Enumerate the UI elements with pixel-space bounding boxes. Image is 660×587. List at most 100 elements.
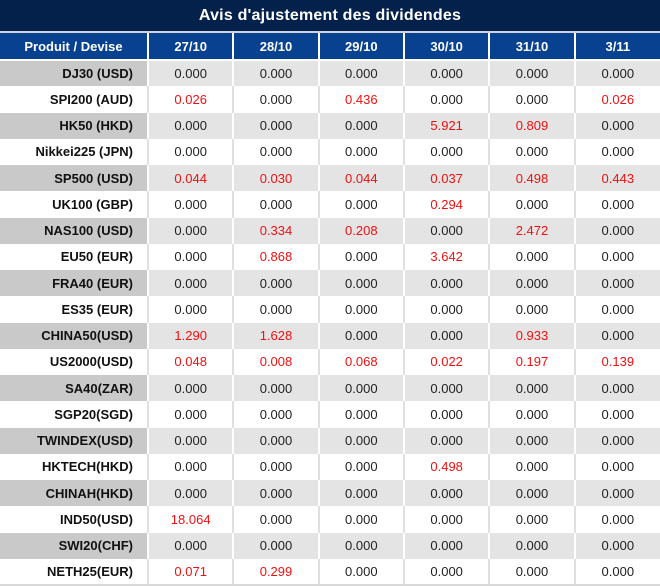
table-row: IND50(USD) 18.064 0.000 0.000 0.000 0.000 0.00… (0, 506, 660, 533)
table-row: US2000(USD) 0.048 0.008 0.068 0.022 0.197 0.13… (0, 348, 660, 375)
value-cell: 0.000 (489, 138, 576, 165)
value-cell: 0.022 (403, 348, 491, 375)
value-cell: 0.000 (403, 270, 491, 297)
value-cell: 0.000 (148, 138, 235, 165)
value-cell: 0.809 (489, 112, 576, 139)
value-cell: 0.008 (233, 348, 320, 375)
product-cell: TWINDEX(USD) (0, 427, 149, 454)
table-row: SP500 (USD) 0.044 0.030 0.044 0.037 0.498 0.44… (0, 165, 660, 192)
header-date-30-10: 30/10 (403, 33, 491, 61)
product-cell: UK100 (GBP) (0, 191, 149, 218)
value-cell: 0.000 (233, 427, 320, 454)
table-row: ES35 (EUR) 0.000 0.000 0.000 0.000 0.000 0.000 (0, 296, 660, 323)
value-cell: 0.000 (233, 480, 320, 507)
product-cell: SPI200 (AUD) (0, 86, 149, 113)
header-product-devise: Produit / Devise (0, 33, 149, 61)
value-cell: 0.000 (318, 270, 405, 297)
value-cell: 0.000 (148, 453, 235, 480)
value-cell: 0.000 (489, 401, 576, 428)
product-cell: CHINAH(HKD) (0, 480, 149, 507)
value-cell: 0.000 (148, 191, 235, 218)
value-cell: 0.000 (233, 506, 320, 533)
value-cell: 0.000 (574, 243, 660, 270)
product-cell: FRA40 (EUR) (0, 270, 149, 297)
value-cell: 0.000 (318, 138, 405, 165)
value-cell: 0.498 (403, 453, 491, 480)
value-cell: 0.000 (574, 191, 660, 218)
value-cell: 0.000 (148, 375, 235, 402)
table-row: NETH25(EUR) 0.071 0.299 0.000 0.000 0.000 0.00… (0, 558, 660, 587)
value-cell: 0.000 (403, 60, 491, 87)
value-cell: 5.921 (403, 112, 491, 139)
value-cell: 0.498 (489, 165, 576, 192)
value-cell: 0.000 (574, 217, 660, 244)
value-cell: 0.000 (403, 427, 491, 454)
value-cell: 1.290 (148, 322, 235, 349)
value-cell: 0.000 (148, 60, 235, 87)
product-cell: ES35 (EUR) (0, 296, 149, 323)
value-cell: 0.197 (489, 348, 576, 375)
value-cell: 0.000 (318, 453, 405, 480)
value-cell: 0.294 (403, 191, 491, 218)
value-cell: 0.000 (403, 217, 491, 244)
value-cell: 0.000 (233, 60, 320, 87)
value-cell: 3.642 (403, 243, 491, 270)
product-cell: NAS100 (USD) (0, 217, 149, 244)
value-cell: 1.628 (233, 322, 320, 349)
product-cell: SP500 (USD) (0, 165, 149, 192)
value-cell: 0.000 (318, 243, 405, 270)
value-cell: 0.000 (148, 112, 235, 139)
product-cell: DJ30 (USD) (0, 60, 149, 87)
value-cell: 0.026 (148, 86, 235, 113)
table-row: SWI20(CHF) 0.000 0.000 0.000 0.000 0.000 0.000 (0, 532, 660, 559)
value-cell: 0.000 (148, 217, 235, 244)
value-cell: 0.000 (489, 375, 576, 402)
header-date-31-10: 31/10 (489, 33, 576, 61)
value-cell: 0.000 (489, 296, 576, 323)
value-cell: 0.000 (489, 243, 576, 270)
dividend-table: Produit / Devise 27/10 28/10 29/10 30/10 31/1… (0, 33, 660, 587)
product-cell: EU50 (EUR) (0, 243, 149, 270)
product-cell: SA40(ZAR) (0, 375, 149, 402)
value-cell: 0.068 (318, 348, 405, 375)
value-cell: 0.000 (318, 558, 405, 587)
table-body: DJ30 (USD) 0.000 0.000 0.000 0.000 0.000 0.000… (0, 60, 660, 587)
value-cell: 0.000 (403, 375, 491, 402)
value-cell: 0.000 (148, 427, 235, 454)
table-row: NAS100 (USD) 0.000 0.334 0.208 0.000 2.472 0.0… (0, 217, 660, 244)
header-date-3-11: 3/11 (574, 33, 660, 61)
value-cell: 0.000 (574, 138, 660, 165)
value-cell: 0.000 (233, 270, 320, 297)
value-cell: 0.000 (489, 532, 576, 559)
value-cell: 0.000 (489, 191, 576, 218)
value-cell: 0.000 (233, 138, 320, 165)
header-date-29-10: 29/10 (318, 33, 405, 61)
value-cell: 0.436 (318, 86, 405, 113)
header-date-28-10: 28/10 (233, 33, 320, 61)
value-cell: 0.000 (574, 480, 660, 507)
value-cell: 0.000 (233, 532, 320, 559)
value-cell: 0.000 (489, 86, 576, 113)
product-cell: SGP20(SGD) (0, 401, 149, 428)
product-cell: HK50 (HKD) (0, 112, 149, 139)
value-cell: 0.000 (403, 401, 491, 428)
value-cell: 0.000 (574, 60, 660, 87)
value-cell: 0.000 (318, 112, 405, 139)
table-row: SGP20(SGD) 0.000 0.000 0.000 0.000 0.000 0.000 (0, 401, 660, 428)
value-cell: 0.037 (403, 165, 491, 192)
value-cell: 0.000 (318, 296, 405, 323)
header-date-27-10: 27/10 (148, 33, 235, 61)
table-row: SPI200 (AUD) 0.026 0.000 0.436 0.000 0.000 0.0… (0, 86, 660, 113)
value-cell: 0.000 (574, 375, 660, 402)
value-cell: 0.000 (574, 453, 660, 480)
table-row: FRA40 (EUR) 0.000 0.000 0.000 0.000 0.000 0.00… (0, 270, 660, 297)
value-cell: 0.000 (574, 296, 660, 323)
table-header: Produit / Devise 27/10 28/10 29/10 30/10 31/1… (0, 33, 660, 61)
header-row: Produit / Devise 27/10 28/10 29/10 30/10 31/1… (0, 33, 660, 61)
table-row: EU50 (EUR) 0.000 0.868 0.000 3.642 0.000 0.000 (0, 243, 660, 270)
value-cell: 0.443 (574, 165, 660, 192)
table-row: UK100 (GBP) 0.000 0.000 0.000 0.294 0.000 0.00… (0, 191, 660, 218)
value-cell: 0.299 (233, 558, 320, 587)
value-cell: 0.000 (574, 506, 660, 533)
